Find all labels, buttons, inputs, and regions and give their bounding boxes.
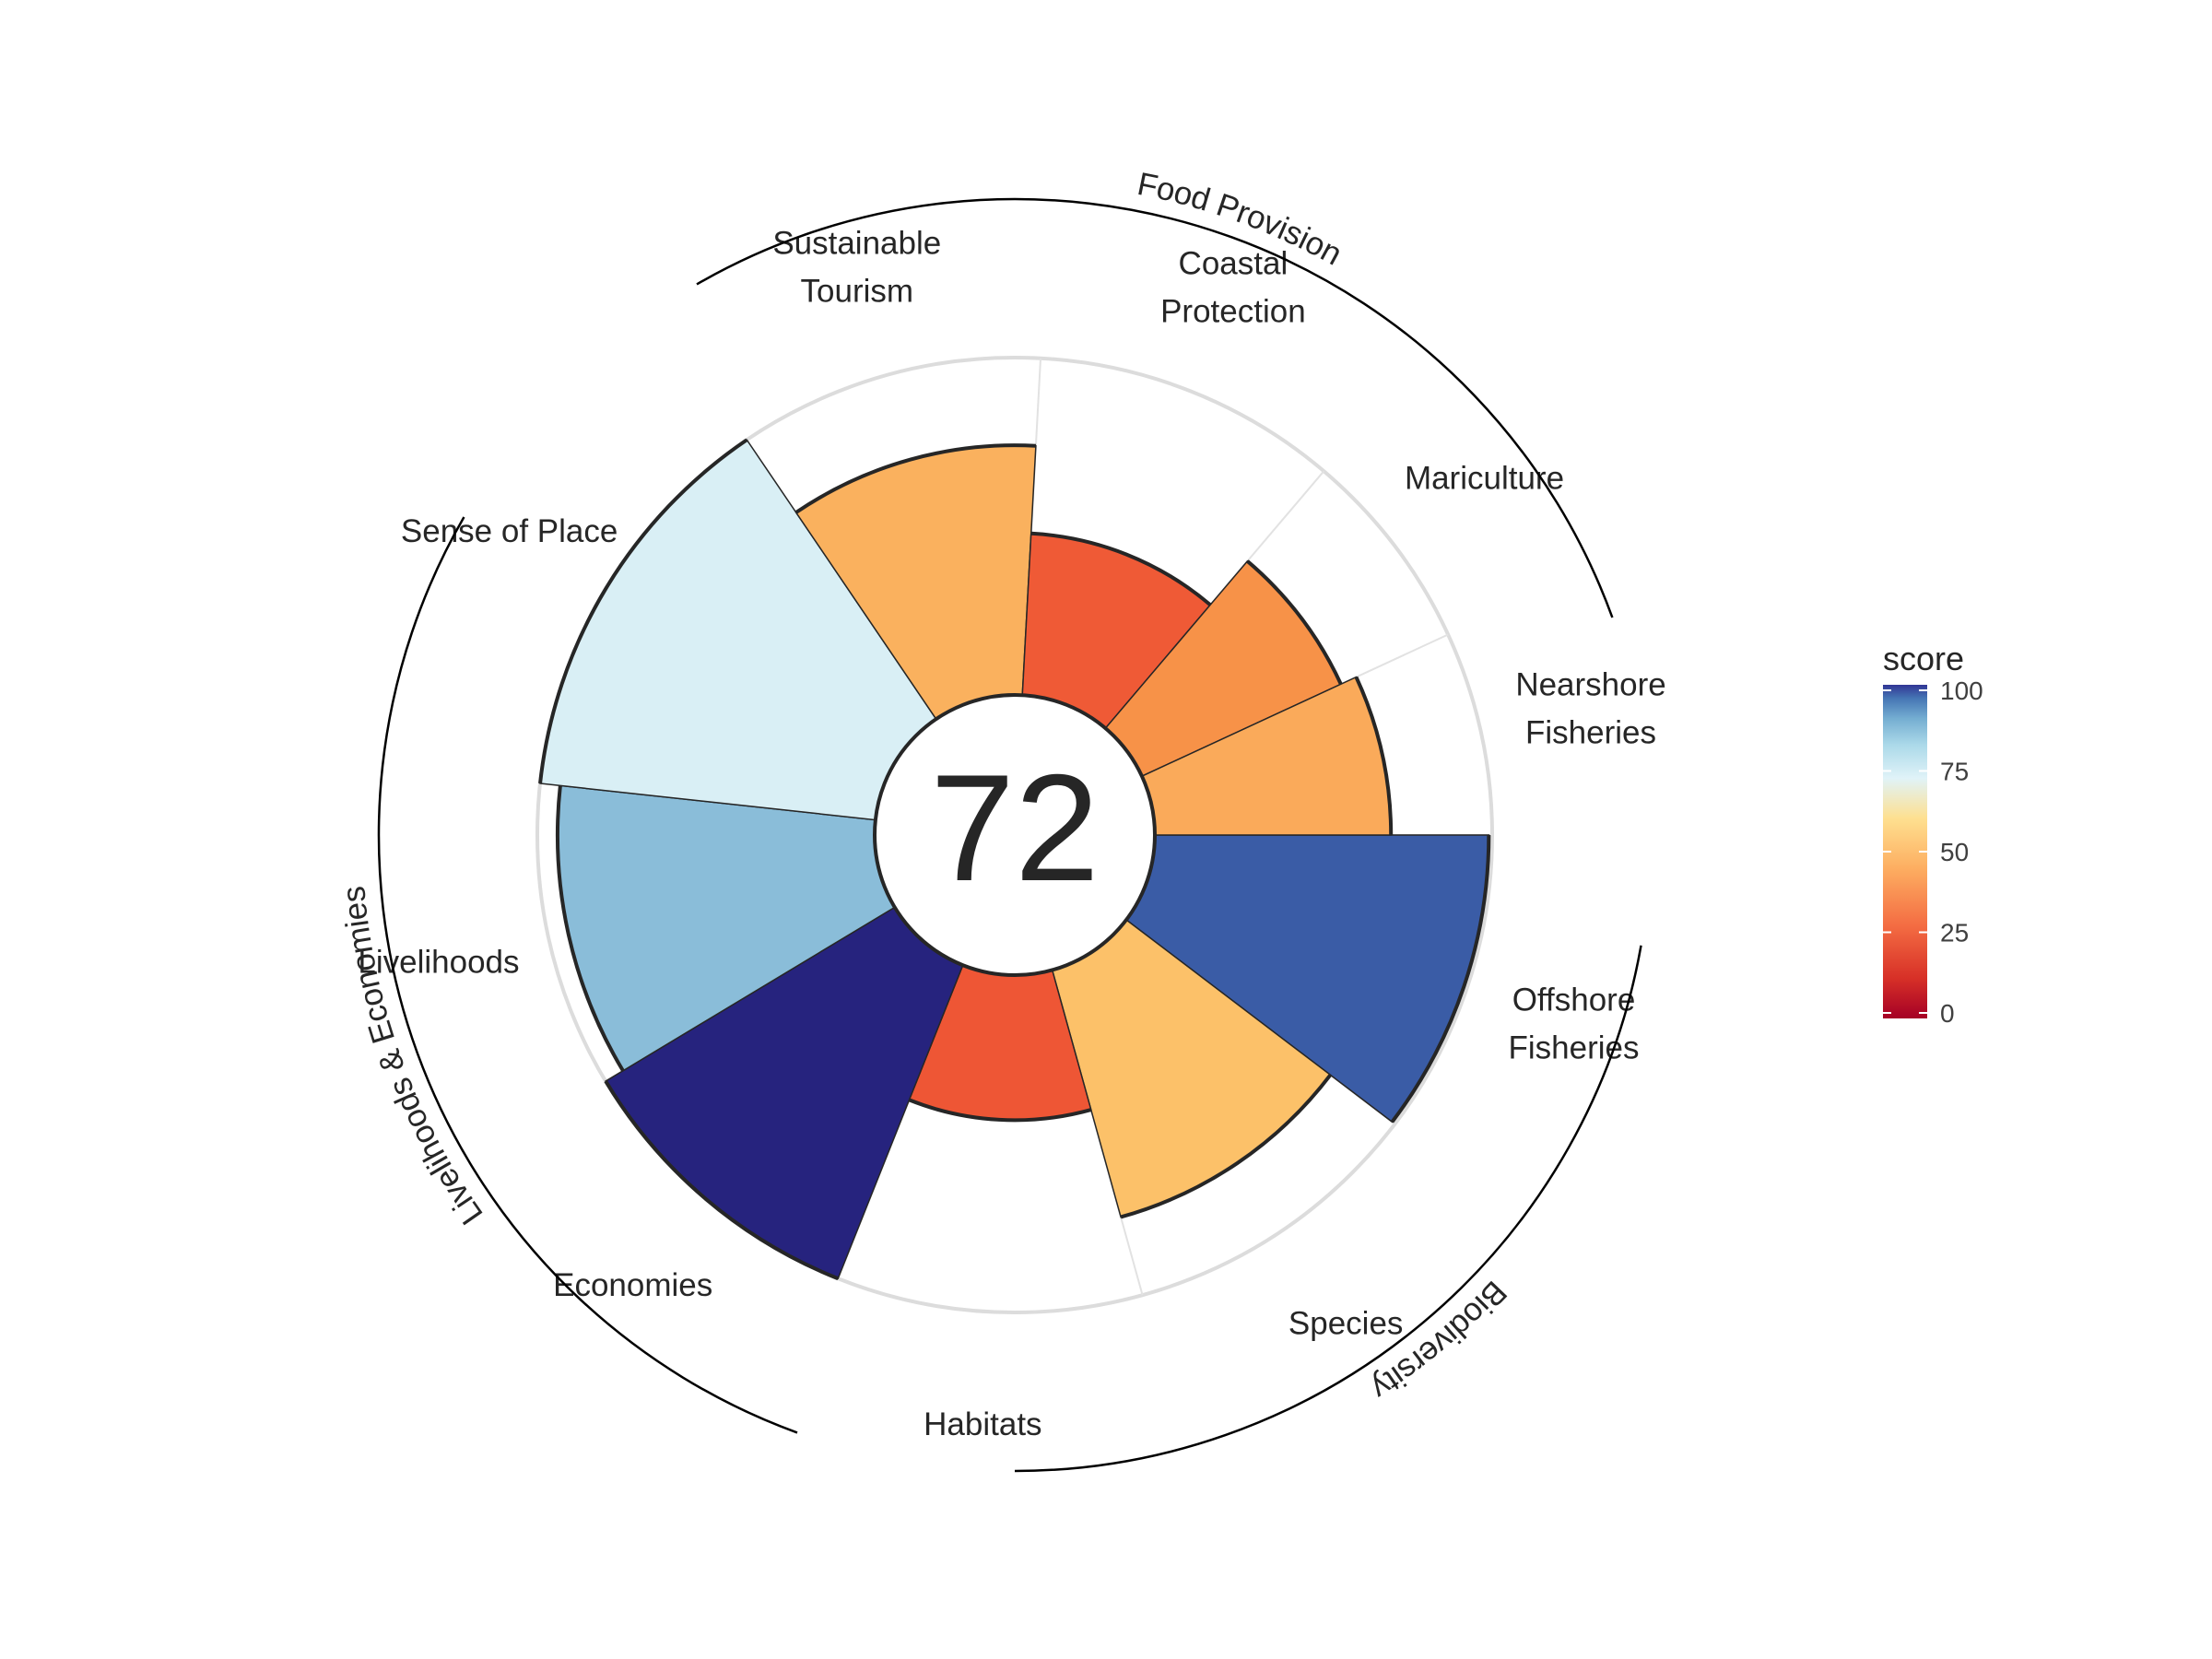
sector-label: Species — [1288, 1306, 1404, 1342]
petal-outline — [794, 443, 1036, 514]
petal-bars — [538, 438, 1491, 1281]
sector-label: Coastal Protection — [1160, 245, 1306, 329]
group-label: Livelihoods & Economies — [335, 885, 490, 1231]
legend-tick-label: 75 — [1940, 758, 1969, 786]
group-arc — [377, 516, 798, 1434]
sector-label: Sense of Place — [401, 513, 618, 549]
petal-outline — [1390, 834, 1491, 1124]
group-arc — [1014, 945, 1642, 1473]
legend-tick-label: 100 — [1940, 677, 1983, 705]
group-arc — [696, 197, 1614, 618]
legend-tick-label: 25 — [1940, 919, 1969, 947]
center-score: 72 — [930, 743, 1100, 912]
legend-tick-label: 0 — [1940, 999, 1955, 1028]
sector-label: Economies — [553, 1267, 712, 1303]
legend-ticks: 0 25 50 75 100 — [1883, 677, 1983, 1028]
sector-label: Nearshore Fisheries — [1515, 666, 1665, 750]
petal-outline — [604, 1080, 840, 1281]
petal-outline — [1354, 676, 1394, 836]
center-circle-group: 72 — [873, 693, 1157, 977]
petal-outline — [538, 438, 748, 784]
sector-label: Mariculture — [1405, 461, 1564, 497]
sector-label: Habitats — [924, 1406, 1041, 1442]
legend: score 0 25 50 75 100 — [1883, 640, 1983, 1028]
center-circle — [873, 693, 1157, 977]
petal-outline — [908, 1098, 1092, 1123]
sector-label: Livelihoods — [358, 945, 519, 981]
sector-label: Offshore Fisheries — [1509, 982, 1640, 1065]
petal-outline — [1246, 559, 1343, 686]
legend-title: score — [1883, 640, 1964, 677]
petal-outline — [1030, 531, 1212, 606]
legend-tick-label: 50 — [1940, 838, 1969, 866]
sector-label: Sustainable Tourism — [772, 225, 941, 309]
sector-labels: Offshore Fisheries Species Habitats Economie… — [358, 225, 1665, 1442]
petal-outline — [1120, 1074, 1333, 1219]
petal-outline — [555, 785, 625, 1072]
